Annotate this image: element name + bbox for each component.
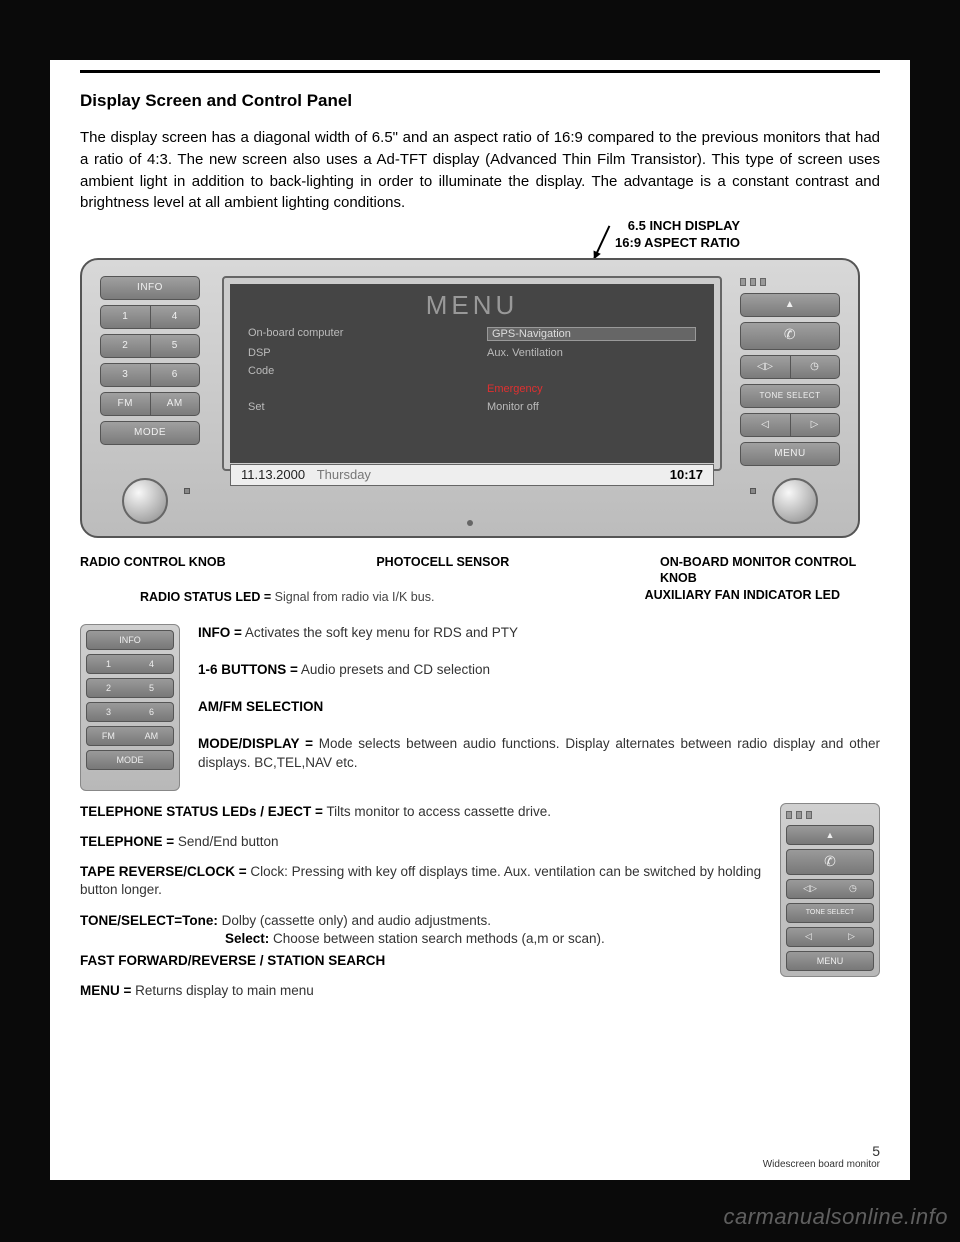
status-strip: 11.13.2000 Thursday 10:17	[230, 464, 714, 486]
low-section: TELEPHONE STATUS LEDs / EJECT = Tilts mo…	[80, 803, 880, 1013]
mode-button[interactable]: MODE	[100, 421, 200, 445]
mini-mode: MODE	[86, 750, 174, 770]
display-callout: 6.5 INCH DISPLAY 16:9 ASPECT RATIO	[80, 218, 880, 252]
doc-title: Widescreen board monitor	[763, 1159, 880, 1170]
control-panel: INFO 1 4 2 5 3 6 FM AM MODE	[80, 258, 860, 538]
display-callout-line1: 6.5 INCH DISPLAY	[628, 218, 740, 233]
menu-grid: On-board computer GPS-Navigation DSP Aux…	[248, 327, 696, 413]
menu-item: DSP	[248, 347, 457, 359]
phone-icon	[784, 322, 796, 349]
seek-fwd-icon	[791, 413, 840, 437]
preset-1-4-button[interactable]: 1 4	[100, 305, 200, 329]
menu-button[interactable]: MENU	[740, 442, 840, 466]
status-date: 11.13.2000	[241, 467, 305, 482]
menu-item: Aux. Ventilation	[487, 347, 696, 359]
menu-item	[248, 383, 457, 395]
monitor-control-knob[interactable]	[772, 478, 818, 524]
status-day: Thursday	[317, 467, 371, 482]
tone-select-button[interactable]: TONE SELECT	[740, 384, 840, 408]
mini-fm-am: FMAM	[86, 726, 174, 746]
mid-section: INFO 14 25 36 FMAM MODE INFO = Activates…	[80, 624, 880, 790]
right-button-column: ◁▷ ◷ TONE SELECT MENU	[740, 276, 840, 466]
manual-page: Display Screen and Control Panel The dis…	[50, 60, 910, 1180]
aux-fan-led	[750, 488, 756, 494]
display-screen: MENU On-board computer GPS-Navigation DS…	[230, 284, 714, 463]
mini-seek	[786, 927, 874, 947]
menu-item: Code	[248, 365, 457, 377]
mini-rev-clock: ◁▷◷	[786, 879, 874, 899]
mini-info-button: INFO	[86, 630, 174, 650]
mini-preset-2-5: 25	[86, 678, 174, 698]
tape-reverse-clock-button[interactable]: ◁▷ ◷	[740, 355, 840, 379]
left-button-column: INFO 1 4 2 5 3 6 FM AM MODE	[100, 276, 200, 445]
mid-text: INFO = Activates the soft key menu for R…	[198, 624, 880, 790]
seek-button[interactable]	[740, 413, 840, 437]
callout-row: RADIO CONTROL KNOB PHOTOCELL SENSOR ON-B…	[80, 554, 880, 587]
mini-tone: TONE SELECT	[786, 903, 874, 923]
eject-icon	[785, 293, 795, 317]
mini-menu: MENU	[786, 951, 874, 971]
eject-button[interactable]	[740, 293, 840, 317]
callout-photocell: PHOTOCELL SENSOR	[376, 554, 509, 587]
low-text: TELEPHONE STATUS LEDs / EJECT = Tilts mo…	[80, 803, 762, 1013]
callout-monitor-knob: ON-BOARD MONITOR CONTROL KNOB	[660, 554, 880, 587]
info-button[interactable]: INFO	[100, 276, 200, 300]
intro-paragraph: The display screen has a diagonal width …	[80, 127, 880, 214]
display-screen-bezel: MENU On-board computer GPS-Navigation DS…	[222, 276, 722, 471]
radio-status-led	[184, 488, 190, 494]
menu-title: MENU	[248, 290, 696, 321]
top-rule	[80, 70, 880, 73]
menu-item: Monitor off	[487, 401, 696, 413]
radio-control-knob[interactable]	[122, 478, 168, 524]
preset-3-6-button[interactable]: 3 6	[100, 363, 200, 387]
menu-item: Set	[248, 401, 457, 413]
mini-right-panel: ◁▷◷ TONE SELECT MENU	[780, 803, 880, 977]
section-title: Display Screen and Control Panel	[80, 91, 880, 111]
status-time: 10:17	[670, 467, 703, 482]
telephone-button[interactable]	[740, 322, 840, 350]
menu-item	[487, 365, 696, 377]
menu-item: On-board computer	[248, 327, 457, 341]
page-footer: 5 Widescreen board monitor	[763, 1143, 880, 1170]
clock-icon: ◷	[791, 355, 840, 379]
panel-diagram: INFO 1 4 2 5 3 6 FM AM MODE	[80, 258, 880, 548]
mini-eject	[786, 825, 874, 845]
mini-tel-leds	[786, 809, 874, 821]
mini-preset-1-4: 14	[86, 654, 174, 674]
telephone-status-leds	[740, 276, 840, 288]
photocell-sensor	[467, 520, 473, 526]
watermark: carmanualsonline.info	[723, 1204, 948, 1230]
fm-am-button[interactable]: FM AM	[100, 392, 200, 416]
eject-icon	[826, 830, 835, 840]
mini-left-panel: INFO 14 25 36 FMAM MODE	[80, 624, 180, 790]
menu-item-emergency: Emergency	[487, 383, 696, 395]
preset-2-5-button[interactable]: 2 5	[100, 334, 200, 358]
mini-preset-3-6: 36	[86, 702, 174, 722]
mini-phone	[786, 849, 874, 875]
phone-icon	[824, 853, 836, 870]
callout-radio-knob: RADIO CONTROL KNOB	[80, 554, 226, 587]
reverse-icon: ◁▷	[741, 355, 791, 379]
seek-back-icon	[741, 413, 791, 437]
menu-item-selected: GPS-Navigation	[487, 327, 696, 341]
display-callout-line2: 16:9 ASPECT RATIO	[615, 235, 740, 250]
page-number: 5	[763, 1143, 880, 1159]
